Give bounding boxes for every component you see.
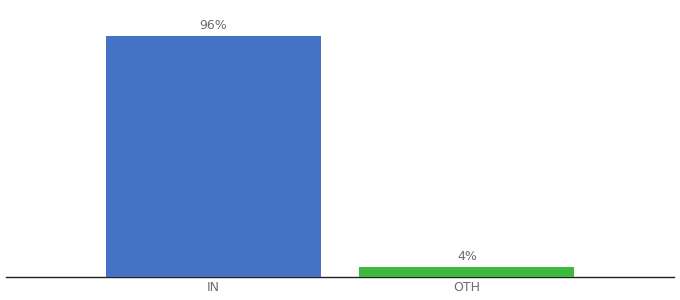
Bar <box>105 36 321 277</box>
Text: 4%: 4% <box>457 250 477 263</box>
Text: 96%: 96% <box>199 19 227 32</box>
Bar <box>359 266 575 277</box>
